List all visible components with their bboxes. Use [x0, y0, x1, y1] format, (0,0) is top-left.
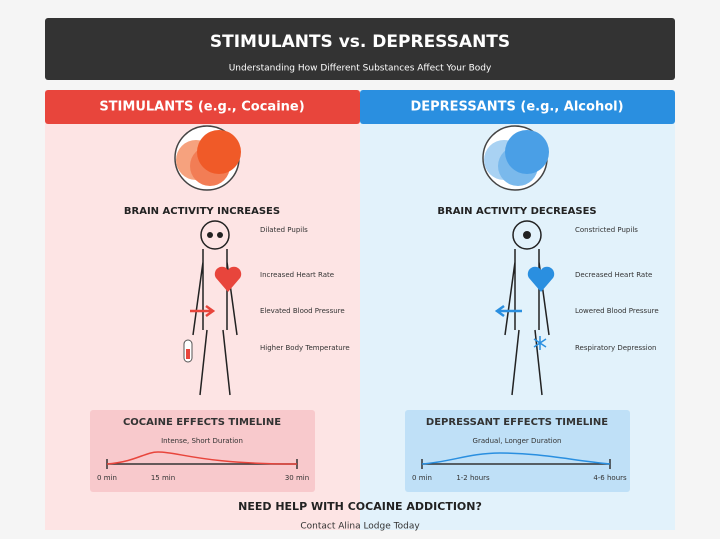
body-figure: [183, 220, 242, 396]
brain-icon: [174, 125, 241, 191]
effect-label: Lowered Blood Pressure: [575, 307, 659, 315]
footer-title: NEED HELP WITH COCAINE ADDICTION?: [238, 500, 482, 513]
header-box: [45, 18, 675, 80]
activity-label: BRAIN ACTIVITY DECREASES: [437, 206, 596, 217]
panel-heading: DEPRESSANTS (e.g., Alcohol): [410, 100, 623, 115]
effect-label: Higher Body Temperature: [260, 344, 350, 352]
right-heading-box: [360, 90, 675, 124]
subtitle: Understanding How Different Substances A…: [229, 64, 492, 74]
title: STIMULANTS vs. DEPRESSANTS: [210, 32, 510, 52]
footer-contact: Contact Alina Lodge Today: [300, 522, 420, 532]
timeline-box: [405, 410, 630, 492]
brain-icon: [482, 125, 549, 191]
effect-label: Decreased Heart Rate: [575, 271, 652, 279]
left-heading-box: [45, 90, 360, 124]
timeline-tick: 30 min: [285, 474, 309, 482]
timeline-subtitle: Gradual, Longer Duration: [473, 437, 562, 445]
effect-label: Respiratory Depression: [575, 344, 656, 352]
timeline-tick: 4-6 hours: [593, 474, 627, 482]
timeline-tick: 1-2 hours: [456, 474, 490, 482]
effect-label: Dilated Pupils: [260, 226, 308, 234]
effect-label: Constricted Pupils: [575, 226, 638, 234]
timeline-title: COCAINE EFFECTS TIMELINE: [123, 417, 281, 428]
activity-label: BRAIN ACTIVITY INCREASES: [124, 206, 280, 217]
timeline-tick: 0 min: [412, 474, 432, 482]
timeline-graphic: [106, 451, 611, 469]
body-figure: [494, 220, 555, 396]
effect-label: Elevated Blood Pressure: [260, 307, 345, 315]
panel-heading: STIMULANTS (e.g., Cocaine): [99, 100, 304, 115]
timeline-subtitle: Intense, Short Duration: [161, 437, 243, 445]
timeline-tick: 0 min: [97, 474, 117, 482]
timeline-title: DEPRESSANT EFFECTS TIMELINE: [426, 417, 608, 428]
effect-label: Increased Heart Rate: [260, 271, 334, 279]
timeline-box: [90, 410, 315, 492]
timeline-tick: 15 min: [151, 474, 175, 482]
